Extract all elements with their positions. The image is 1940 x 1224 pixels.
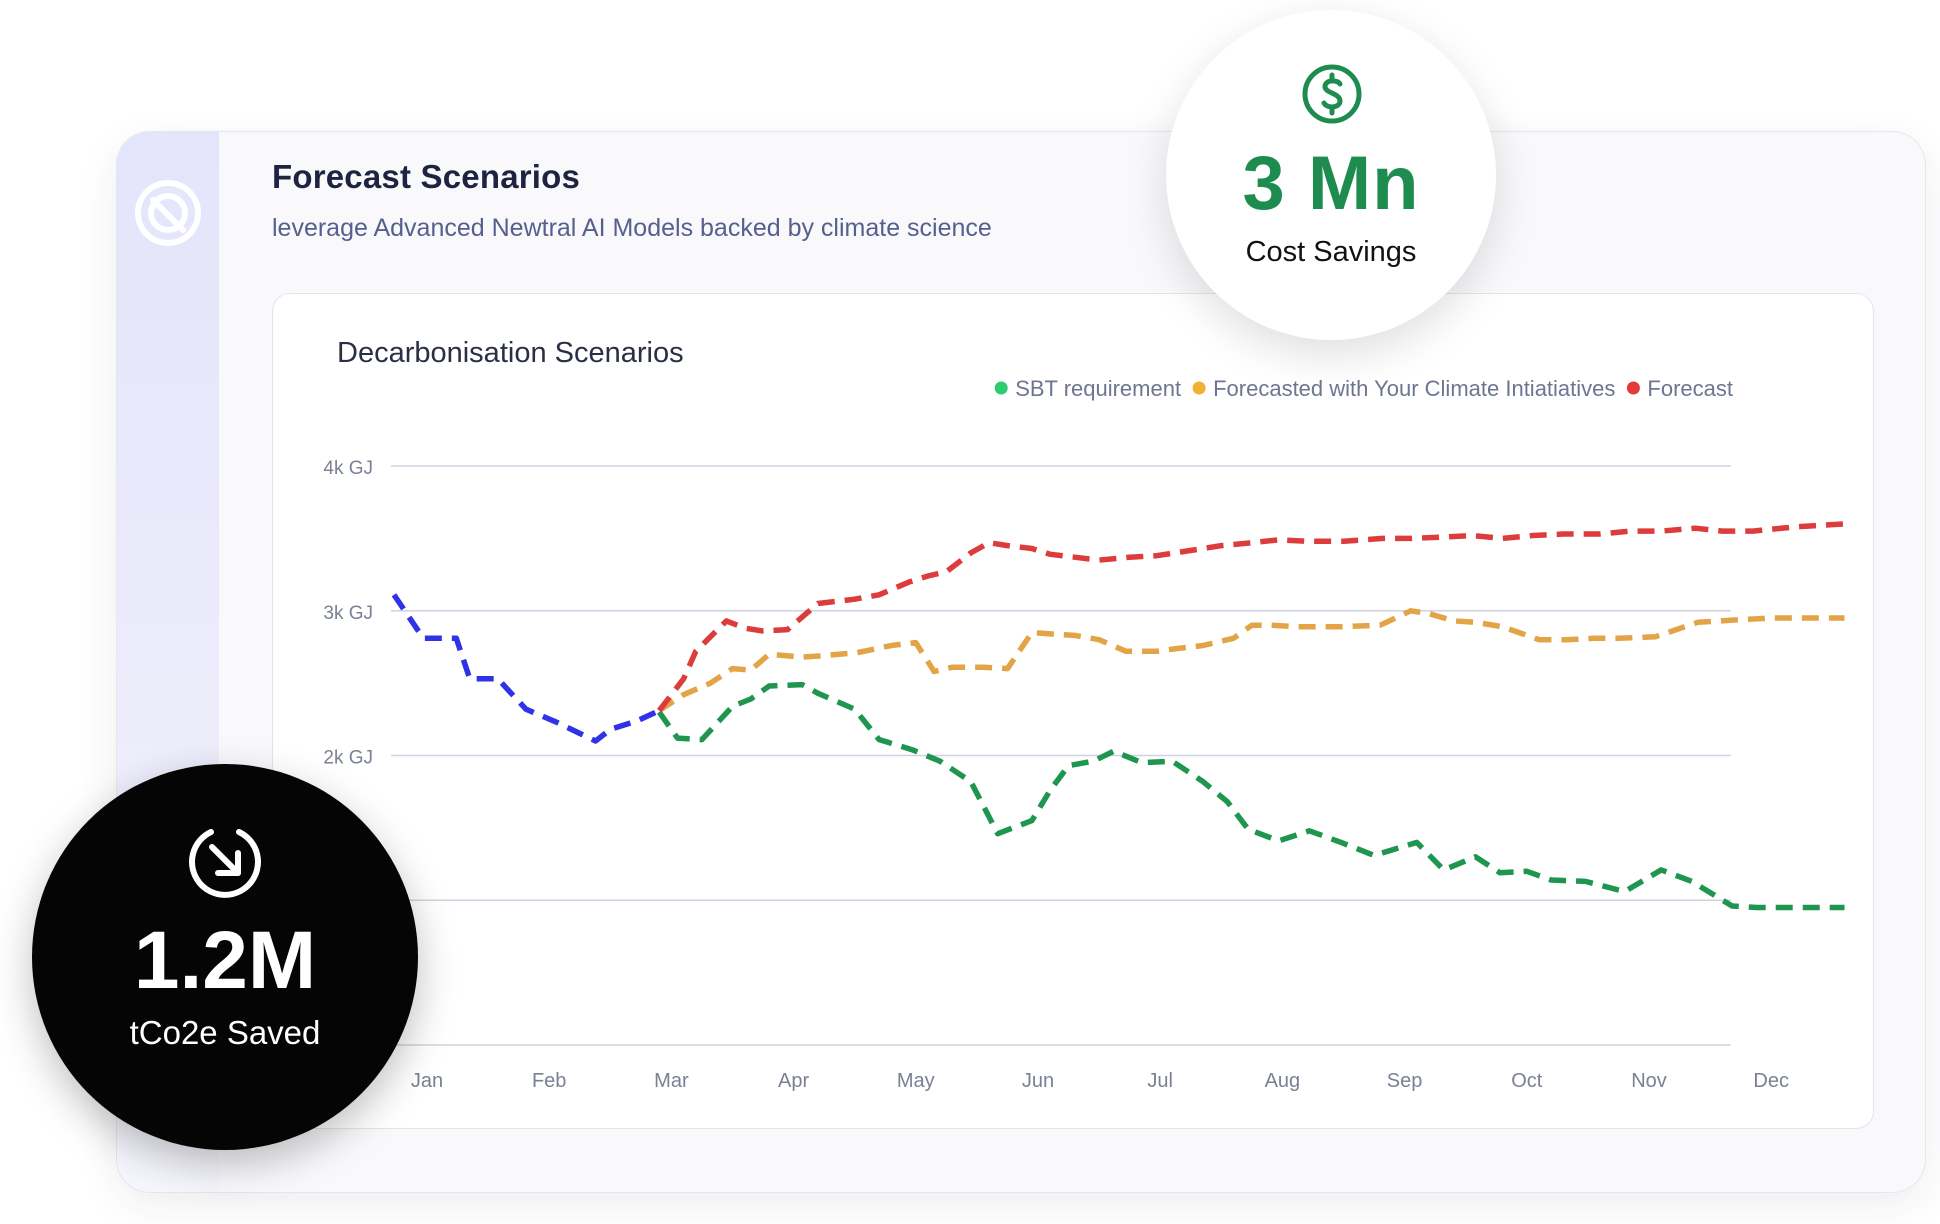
chart-series [391, 521, 1845, 911]
cost-savings-badge: 3 Mn Cost Savings [1166, 10, 1496, 340]
x-tick-label: Jul [1147, 1070, 1173, 1092]
x-tick-label: May [897, 1070, 935, 1092]
x-tick-label: Jan [411, 1070, 443, 1092]
x-tick-label: Apr [778, 1070, 809, 1092]
arrow-down-right-circle-icon [189, 829, 261, 898]
cost-savings-label: Cost Savings [1245, 236, 1417, 268]
emissions-saved-badge: 1.2M tCo2e Saved [32, 764, 418, 1150]
y-tick-label: 4k GJ [323, 458, 373, 479]
y-axis: 4k GJ 3k GJ 2k GJ [323, 458, 373, 769]
page-title: Forecast Scenarios [272, 158, 581, 195]
x-tick-label: Feb [532, 1070, 566, 1092]
series-line-forecast [657, 521, 1845, 713]
legend-label: Forecasted with Your Climate Intiatiativ… [1213, 376, 1615, 401]
decarbonisation-chart: Decarbonisation Scenarios SBT requiremen… [323, 337, 1845, 1092]
legend-dot [1626, 381, 1640, 395]
series-line-sbt [656, 681, 1845, 911]
dollar-circle-icon [1302, 64, 1362, 124]
legend-item: Forecast [1626, 376, 1733, 401]
x-tick-label: Aug [1265, 1070, 1301, 1092]
series-line-initiatives [657, 608, 1845, 713]
legend-dot [994, 381, 1008, 395]
newtral-logo-icon[interactable] [133, 178, 203, 248]
y-tick-label: 3k GJ [323, 603, 373, 624]
emissions-saved-label: tCo2e Saved [129, 1014, 321, 1051]
x-tick-label: Mar [654, 1070, 689, 1092]
cost-savings-value: 3 Mn [1242, 141, 1420, 226]
legend-label: SBT requirement [1015, 376, 1181, 401]
legend-dot [1192, 381, 1206, 395]
y-tick-label: 2k GJ [323, 748, 373, 769]
x-tick-label: Sep [1387, 1070, 1423, 1092]
chart-grid [391, 465, 1731, 1046]
legend-label: Forecast [1647, 376, 1733, 401]
legend-item: Forecasted with Your Climate Intiatiativ… [1192, 376, 1615, 401]
page-subtitle: leverage Advanced Newtral AI Models back… [272, 214, 992, 242]
x-tick-label: Jun [1022, 1070, 1054, 1092]
chart-panel: Decarbonisation Scenarios SBT requiremen… [272, 293, 1874, 1129]
legend-item: SBT requirement [994, 376, 1181, 401]
emissions-saved-value: 1.2M [133, 915, 317, 1006]
x-tick-label: Oct [1511, 1070, 1543, 1092]
series-line-history [391, 593, 661, 744]
chart-title: Decarbonisation Scenarios [337, 337, 684, 369]
x-axis: Jan Feb Mar Apr May Jun Jul Aug Sep Oct Nov Dec [411, 1070, 1789, 1092]
x-tick-label: Nov [1631, 1070, 1667, 1092]
x-tick-label: Dec [1753, 1070, 1789, 1092]
chart-legend: SBT requirement Forecasted with Your Clim… [994, 376, 1733, 401]
